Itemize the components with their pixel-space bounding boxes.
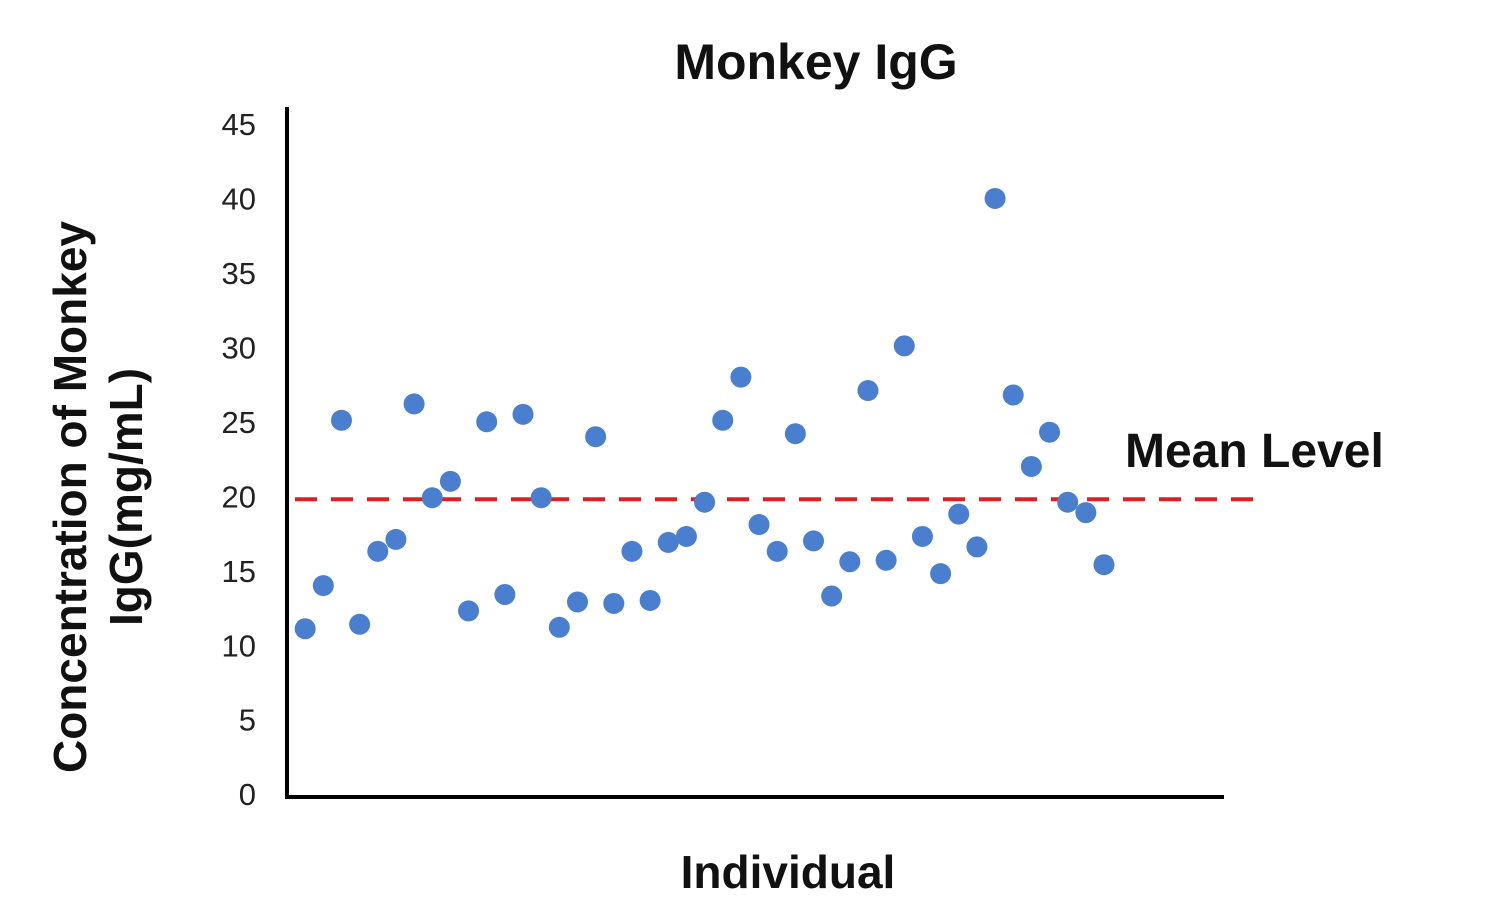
y-tick-label: 10 <box>222 628 256 663</box>
data-point <box>548 616 570 638</box>
data-point <box>712 409 734 431</box>
data-point <box>1075 502 1097 524</box>
y-tick-label: 35 <box>222 256 256 291</box>
data-point <box>784 423 806 445</box>
data-point <box>948 503 970 525</box>
data-point <box>930 563 952 585</box>
data-point <box>330 409 352 431</box>
y-axis-label: IgG(mg/mL) <box>100 368 152 626</box>
data-point <box>421 487 443 509</box>
data-point <box>875 549 897 571</box>
data-point <box>385 528 407 550</box>
data-point <box>748 514 770 536</box>
data-point <box>439 470 461 492</box>
data-point <box>367 540 389 562</box>
data-point <box>657 531 679 553</box>
data-point <box>566 591 588 613</box>
data-point <box>893 335 915 357</box>
data-point <box>512 403 534 425</box>
data-point <box>403 393 425 415</box>
data-point <box>621 540 643 562</box>
data-point <box>1020 455 1042 477</box>
data-point <box>694 491 716 513</box>
data-point <box>839 551 861 573</box>
data-point <box>1093 554 1115 576</box>
data-point <box>1039 421 1061 443</box>
data-point <box>984 187 1006 209</box>
y-tick-label: 40 <box>222 182 256 217</box>
data-point <box>603 592 625 614</box>
y-tick-label: 30 <box>222 331 256 366</box>
data-point <box>730 366 752 388</box>
y-axis-label: Concentration of Monkey <box>44 221 96 773</box>
data-point <box>766 540 788 562</box>
y-tick-label: 5 <box>239 703 256 738</box>
data-point <box>494 584 516 606</box>
data-point <box>857 380 879 402</box>
data-point <box>803 530 825 552</box>
data-point <box>530 487 552 509</box>
y-tick-label: 25 <box>222 405 256 440</box>
data-point <box>675 525 697 547</box>
x-axis-label: Individual <box>681 846 896 898</box>
data-point <box>1057 491 1079 513</box>
data-point <box>312 575 334 597</box>
data-point <box>458 600 480 622</box>
data-point <box>476 411 498 433</box>
data-point <box>349 613 371 635</box>
data-point <box>1002 384 1024 406</box>
data-point <box>294 618 316 640</box>
data-point <box>585 426 607 448</box>
mean-label: Mean Level <box>1125 425 1384 478</box>
y-tick-label: 15 <box>222 554 256 589</box>
data-point <box>911 525 933 547</box>
data-point <box>821 585 843 607</box>
data-point <box>639 589 661 611</box>
y-tick-label: 0 <box>239 777 256 812</box>
y-tick-label: 20 <box>222 479 256 514</box>
y-tick-label: 45 <box>222 107 256 142</box>
data-point <box>966 536 988 558</box>
chart-title: Monkey IgG <box>674 34 957 90</box>
